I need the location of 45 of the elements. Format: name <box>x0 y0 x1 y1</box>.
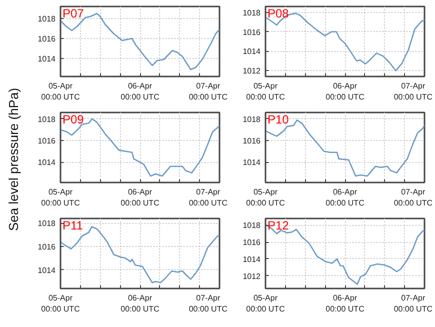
x-tick-label: 05-Apr 00:00 UTC <box>41 188 80 208</box>
y-tick-label: 1016 <box>242 238 262 248</box>
x-tick-label: 07-Apr 00:00 UTC <box>188 82 228 102</box>
y-tick-label: 1018 <box>242 8 262 18</box>
y-tick-label: 1014 <box>38 158 56 168</box>
x-tick-label: 05-Apr 00:00 UTC <box>41 294 80 314</box>
x-tick-label: 07-Apr 00:00 UTC <box>188 294 228 314</box>
chart-title: P10 <box>268 112 290 126</box>
x-tick-label: 06-Apr 00:00 UTC <box>326 294 365 314</box>
chart-title: P08 <box>268 6 290 20</box>
y-tick-label: 1012 <box>242 66 262 76</box>
x-tick-label: 07-Apr 00:00 UTC <box>394 294 433 314</box>
y-tick-label: 1018 <box>38 14 56 24</box>
x-tick-label: 05-Apr 00:00 UTC <box>246 294 286 314</box>
y-tick-label: 1014 <box>38 54 56 64</box>
y-tick-label: 1018 <box>242 221 262 230</box>
x-tick-label: 07-Apr 00:00 UTC <box>394 82 433 102</box>
x-tick-label: 06-Apr 00:00 UTC <box>120 82 160 102</box>
y-tick-label: 1016 <box>38 136 56 146</box>
y-axis-title: Sea level pressure (hPa) <box>6 88 22 232</box>
y-tick-label: 1014 <box>242 158 262 168</box>
x-tick-label: 06-Apr 00:00 UTC <box>326 82 365 102</box>
x-tick-label: 07-Apr 00:00 UTC <box>394 188 433 208</box>
y-tick-label: 1018 <box>242 114 262 124</box>
y-tick-label: 1014 <box>242 254 262 264</box>
chart-title: P11 <box>62 218 84 232</box>
y-tick-label: 1018 <box>38 219 56 228</box>
y-tick-label: 1016 <box>38 242 56 252</box>
y-tick-label: 1012 <box>242 272 262 281</box>
x-tick-label: 06-Apr 00:00 UTC <box>120 188 160 208</box>
y-tick-label: 1016 <box>242 136 262 146</box>
chart-title: P09 <box>62 112 84 126</box>
chart-title: P07 <box>62 6 84 20</box>
y-tick-label: 1014 <box>242 47 262 56</box>
x-tick-label: 05-Apr 00:00 UTC <box>41 82 80 102</box>
x-tick-label: 06-Apr 00:00 UTC <box>120 294 160 314</box>
x-tick-label: 05-Apr 00:00 UTC <box>246 188 286 208</box>
x-tick-label: 05-Apr 00:00 UTC <box>246 82 286 102</box>
chart-title: P12 <box>268 218 290 232</box>
x-tick-label: 07-Apr 00:00 UTC <box>188 188 228 208</box>
y-tick-label: 1016 <box>38 34 56 44</box>
y-tick-label: 1014 <box>38 266 56 275</box>
y-tick-label: 1018 <box>38 114 56 124</box>
y-tick-label: 1016 <box>242 28 262 37</box>
x-tick-label: 06-Apr 00:00 UTC <box>326 188 365 208</box>
